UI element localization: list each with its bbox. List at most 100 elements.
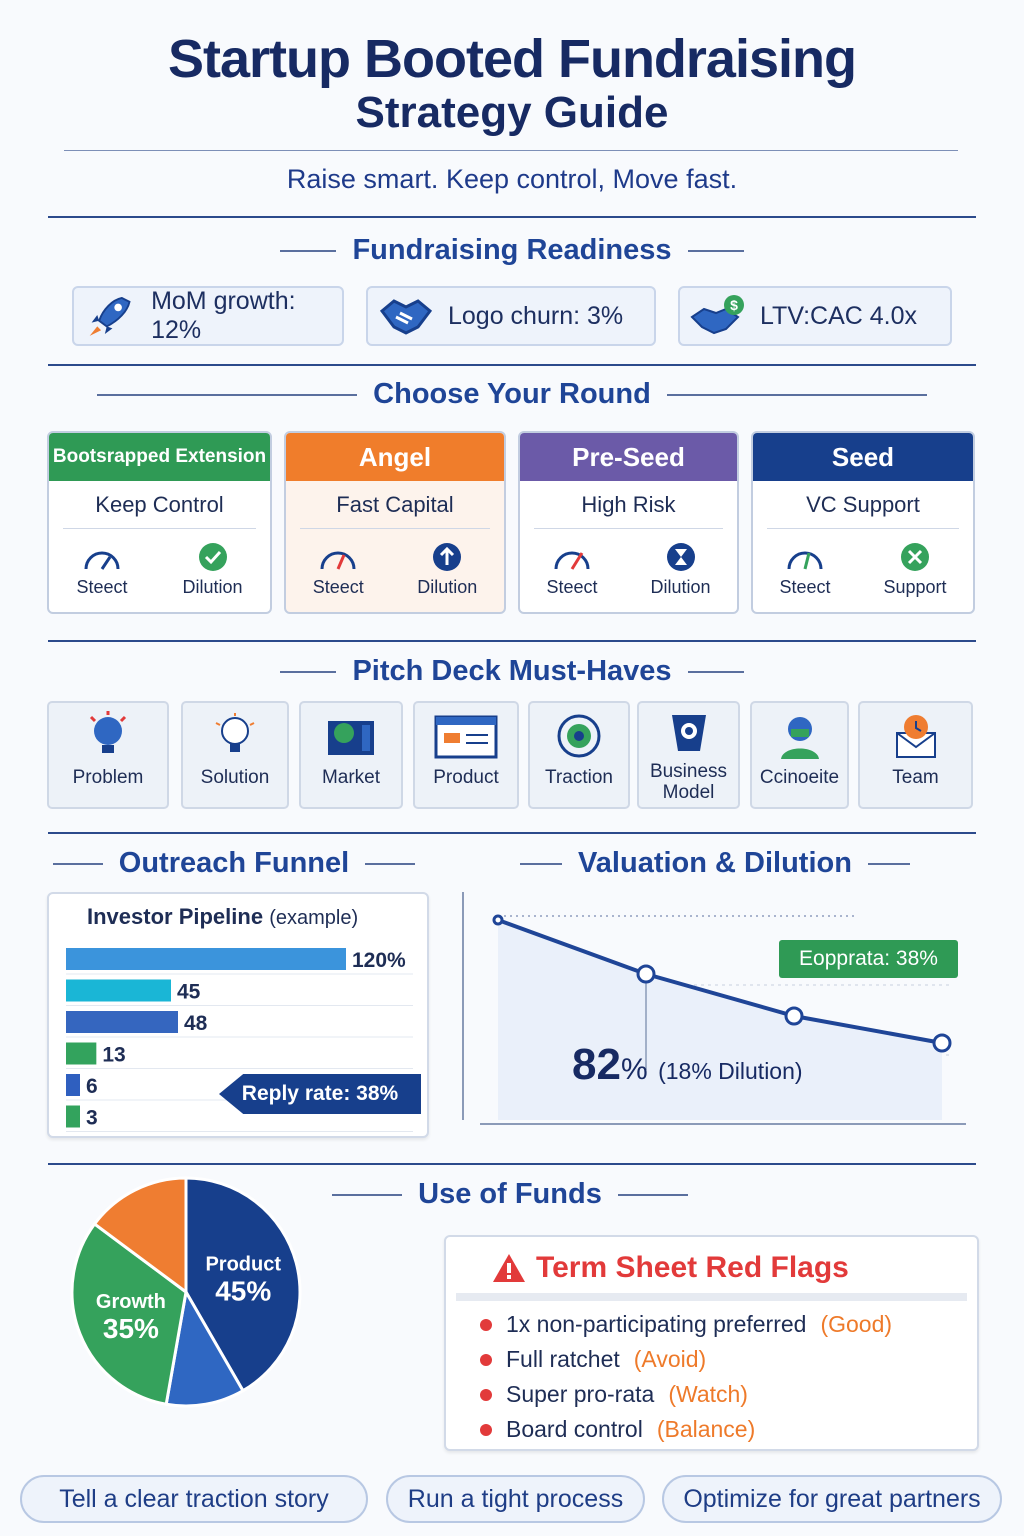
deck-item-product: Product: [413, 701, 519, 809]
data-point: [784, 1006, 804, 1026]
valuation-value: 82% (18% Dilution): [572, 1040, 803, 1089]
metric-logo-churn: Logo churn: 3%: [366, 286, 656, 346]
round-name: Seed: [753, 433, 973, 481]
funnel-bar-label: 3: [86, 1107, 98, 1130]
arrow-up-circle-icon: [433, 543, 462, 571]
red-flags-title: Term Sheet Red Flags: [536, 1251, 849, 1284]
readiness-section-title: Fundraising Readiness: [0, 234, 1024, 267]
valuation-line-chart: [480, 914, 966, 1125]
funnel-bar-label: 48: [184, 1012, 208, 1035]
business-model-icon: [671, 715, 706, 751]
reply-rate-badge: Reply rate: 38%: [219, 1074, 421, 1114]
funnel-bar-chart: 120% 45 48 136 3: [66, 948, 413, 1132]
pie-slice: [184, 1176, 302, 1393]
deck-item-solution: Solution: [181, 701, 289, 809]
divider: [48, 640, 976, 642]
hourglass-icon: [666, 543, 695, 571]
pie-slice: [92, 1176, 188, 1295]
round-card-bootstrapped[interactable]: Bootsrapped Extension Keep Control Steec…: [47, 431, 272, 614]
valuation-line: [497, 918, 943, 1045]
team-envelope-icon: [895, 715, 936, 758]
pipeline-title: Investor Pipeline: [87, 904, 264, 929]
deck-item-problem: Problem: [47, 701, 169, 809]
red-flags-panel: Term Sheet Red Flags 1x non-participatin…: [444, 1235, 979, 1451]
deck-item-business-model: Business Model: [637, 701, 740, 809]
round-subtitle: High Risk: [534, 481, 723, 529]
flag-item: Super pro-rata (Watch): [480, 1377, 977, 1412]
pie-slice-label: Product: [205, 1254, 281, 1276]
funnel-bar: [66, 979, 171, 1002]
pill-great-partners[interactable]: Optimize for great partners: [662, 1475, 1002, 1523]
funnel-bar: [66, 1042, 97, 1065]
deck-item-traction: Traction: [528, 701, 630, 809]
divider: [64, 150, 958, 151]
divider: [48, 364, 976, 366]
valuation-badge: Eopprаta: 38%: [779, 940, 958, 978]
gauge-icon: [554, 551, 590, 570]
divider: [462, 892, 464, 1120]
round-card-seed[interactable]: Seed VC Support Steect Support: [751, 431, 975, 614]
round-name: Angel: [286, 433, 504, 481]
x-circle-icon: [900, 543, 929, 571]
round-name: Pre-Seed: [520, 433, 737, 481]
metric-mom-growth: MoM growth: 12%: [72, 286, 344, 346]
tagline: Raise smart. Keep control, Move fast.: [286, 164, 738, 194]
pipeline-note: (example): [269, 907, 359, 929]
pill-traction-story[interactable]: Tell a clear traction story: [20, 1475, 368, 1523]
round-card-angel[interactable]: Angel Fast Capital Steect Dilution: [284, 431, 506, 614]
warning-icon: [493, 1254, 525, 1282]
data-point: [636, 964, 656, 984]
pie-slice: [70, 1221, 188, 1407]
round-name: Bootsrapped Extension: [49, 433, 270, 481]
round-subtitle: VC Support: [767, 481, 959, 529]
metric-ltv-cac: $ LTV:CAC 4.0x: [678, 286, 952, 346]
data-point: [492, 914, 504, 926]
rocket-icon: [89, 296, 131, 336]
funnel-bar: [66, 1011, 178, 1033]
svg-text:$: $: [730, 297, 738, 313]
round-card-pre-seed[interactable]: Pre-Seed High Risk Steect Dilution: [518, 431, 739, 614]
valuation-section-title: Valuation & Dilution: [480, 847, 950, 880]
check-circle-icon: [198, 543, 227, 571]
gauge-icon: [320, 551, 356, 570]
market-map-icon: [328, 721, 374, 755]
gauge-icon: [84, 551, 120, 570]
funnel-bar-label: 13: [102, 1044, 125, 1067]
deck-item-market: Market: [299, 701, 403, 809]
flag-item: Full ratchet (Avoid): [480, 1342, 977, 1377]
pie-slice-value: 45%: [215, 1276, 271, 1307]
funds-section-title: Use of Funds: [330, 1178, 690, 1211]
pie-slice: [164, 1287, 246, 1408]
rounds-section-title: Choose Your Round: [0, 378, 1024, 411]
funnel-bar: [66, 1074, 80, 1096]
pill-tight-process[interactable]: Run a tight process: [386, 1475, 645, 1523]
page-subtitle: Strategy Guide: [355, 88, 669, 137]
funnel-section-title: Outreach Funnel: [48, 847, 420, 880]
target-icon: [557, 714, 601, 758]
round-subtitle: Keep Control: [63, 481, 256, 529]
money-handshake-icon: $: [690, 295, 744, 335]
pie-slice-label: Growth: [96, 1291, 166, 1313]
lightbulb-problem-icon: [89, 711, 127, 753]
person-icon: [780, 717, 819, 759]
page-title: Startup Booted Fundraising: [168, 29, 857, 89]
round-subtitle: Fast Capital: [300, 481, 490, 529]
handshake-icon: [379, 299, 433, 335]
funnel-bar: [66, 1105, 80, 1128]
divider: [48, 216, 976, 218]
flag-item: 1x non-participating preferred (Good): [480, 1307, 977, 1342]
gauge-icon: [787, 551, 823, 570]
investor-pipeline-panel: Investor Pipeline (example) 120% 45 48 13 6 3…: [47, 892, 429, 1138]
deck-item-team: Team: [858, 701, 973, 809]
funnel-bar-label: 45: [177, 981, 201, 1004]
pie-slice-value: 35%: [103, 1313, 159, 1344]
lightbulb-icon: [215, 713, 255, 752]
funnel-bar: [66, 948, 346, 970]
deck-section-title: Pitch Deck Must-Haves: [0, 655, 1024, 688]
funnel-bar-label: 120%: [352, 949, 406, 972]
flag-item: Board control (Balance): [480, 1412, 977, 1447]
area-fill: [498, 920, 942, 1120]
data-point: [932, 1033, 952, 1053]
funnel-bar-label: 6: [86, 1075, 98, 1098]
